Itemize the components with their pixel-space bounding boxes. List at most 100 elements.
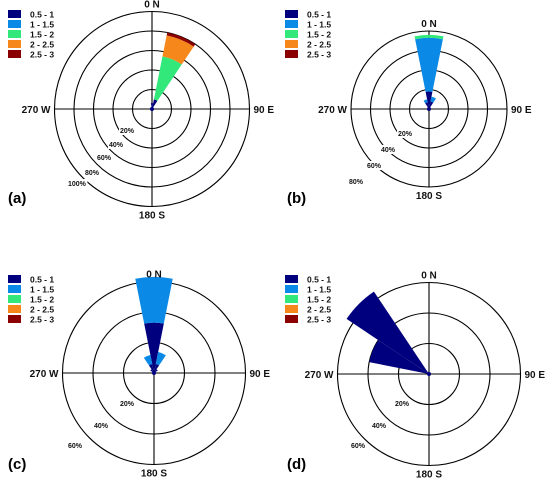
sector-337.5-class-2: [423, 99, 428, 104]
legend-label-5: 2.5 - 3: [307, 315, 331, 325]
legend-swatch-4: [8, 40, 21, 48]
center-dot: [427, 107, 431, 111]
ring-label-bg: [84, 168, 100, 177]
sector-0-class-1: [150, 103, 154, 109]
legend-label-4: 2 - 2.5: [307, 305, 331, 315]
direction-label-east: 90 E: [250, 369, 271, 380]
sector-22.5-class-1: [429, 101, 434, 109]
ring-label-bg: [348, 177, 364, 186]
sector-22.5-class-1: [152, 99, 158, 109]
legend-swatch-4: [285, 305, 298, 313]
ring-label-3: 60%: [97, 155, 112, 162]
legend-swatch-3: [8, 30, 21, 38]
ring-label-bg: [366, 161, 382, 170]
legend-swatch-4: [8, 305, 21, 313]
ring-label-bg: [119, 399, 135, 408]
sector-337.5-class-2: [143, 355, 153, 366]
legend-label-5: 2.5 - 3: [30, 315, 54, 325]
direction-label-north: 0 N: [146, 270, 162, 281]
legend-swatch-2: [8, 20, 21, 28]
ring-label-bg: [380, 145, 396, 154]
legend-label-5: 2.5 - 3: [30, 50, 54, 60]
center-dot: [150, 107, 154, 111]
legend-label-4: 2 - 2.5: [30, 305, 54, 315]
ring-label-bg: [67, 441, 83, 450]
legend: 0.5 - 11 - 1.51.5 - 22 - 2.52.5 - 3: [285, 10, 331, 60]
legend-label-4: 2 - 2.5: [307, 40, 331, 50]
ring-label-3: 60%: [68, 443, 83, 450]
sector-337.5-class-1: [148, 364, 154, 373]
legend-swatch-3: [8, 295, 21, 303]
panel-label: (b): [287, 190, 306, 207]
ring-label-1: 20%: [395, 401, 410, 408]
legend: 0.5 - 11 - 1.51.5 - 22 - 2.52.5 - 3: [8, 10, 54, 60]
sector-22.5-class-2: [155, 352, 166, 366]
legend-swatch-5: [285, 50, 298, 58]
ring-label-3: 60%: [367, 163, 382, 170]
legend-label-2: 1 - 1.5: [30, 20, 54, 30]
windrose-panel-1: 0 N 90 E 180 S 270 W 20% 40% 60% 80% 100% 0.5 - 1…: [8, 0, 274, 222]
legend-label-1: 0.5 - 1: [307, 10, 331, 20]
sector-292.5-class-1: [369, 340, 429, 374]
center-dot: [427, 372, 431, 376]
legend-swatch-2: [8, 285, 21, 293]
direction-label-north: 0 N: [421, 19, 437, 30]
ring-label-bg: [394, 399, 410, 408]
legend-label-5: 2.5 - 3: [307, 50, 331, 60]
ring-label-4: 80%: [349, 179, 364, 186]
ring-label-2: 40%: [372, 423, 387, 430]
ring-label-2: 40%: [94, 423, 109, 430]
legend-label-4: 2 - 2.5: [30, 40, 54, 50]
direction-label-south: 180 S: [416, 470, 442, 481]
panel-label: (d): [287, 456, 306, 473]
direction-label-south: 180 S: [416, 191, 442, 202]
legend-label-2: 1 - 1.5: [307, 20, 331, 30]
legend-label-3: 1.5 - 2: [30, 295, 54, 305]
legend-swatch-2: [285, 20, 298, 28]
ring-label-1: 20%: [120, 128, 135, 135]
legend-label-3: 1.5 - 2: [30, 30, 54, 40]
ring-label-bg: [350, 441, 366, 450]
direction-label-east: 90 E: [525, 370, 546, 381]
sector-22.5-class-1: [154, 364, 160, 373]
legend-label-2: 1 - 1.5: [307, 285, 331, 295]
ring-label-bg: [371, 421, 387, 430]
windrose-panel-4: 0 N 90 E 180 S 270 W 20% 40% 60% 0.5 - 11 - 1.5…: [285, 271, 545, 481]
sector-0-class-1: [425, 91, 433, 109]
sector-315-class-1: [346, 291, 429, 374]
direction-label-north: 0 N: [144, 0, 160, 11]
legend-swatch-5: [285, 315, 298, 323]
direction-label-west: 270 W: [30, 369, 59, 380]
ring-label-bg: [119, 126, 135, 135]
sector-0-class-3: [414, 34, 444, 40]
direction-label-south: 180 S: [141, 469, 167, 480]
ring-label-bg: [108, 140, 124, 149]
windrose-panel-3: 0 N 90 E 180 S 270 W 20% 40% 60% 0.5 - 11 - 1.5…: [8, 270, 270, 480]
sector-0-class-2: [415, 37, 443, 92]
legend-swatch-3: [285, 295, 298, 303]
ring-label-4: 80%: [85, 170, 100, 177]
legend-label-1: 0.5 - 1: [30, 10, 54, 20]
sector-22.5-class-5: [166, 32, 196, 47]
sector-0-class-2: [135, 276, 173, 324]
panel-label: (c): [8, 456, 26, 473]
legend-swatch-5: [8, 50, 21, 58]
ring-label-bg: [397, 129, 413, 138]
legend-swatch-1: [8, 275, 21, 283]
direction-label-north: 0 N: [421, 271, 437, 282]
ring-label-2: 40%: [109, 142, 124, 149]
legend-swatch-1: [285, 275, 298, 283]
legend-swatch-2: [285, 285, 298, 293]
ring-label-1: 20%: [398, 131, 413, 138]
ring-label-1: 20%: [120, 401, 135, 408]
legend: 0.5 - 11 - 1.51.5 - 22 - 2.52.5 - 3: [285, 275, 331, 325]
sector-22.5-class-3: [153, 56, 182, 101]
panel-label: (a): [8, 190, 26, 207]
center-dot: [152, 371, 156, 375]
sector-22.5-class-4: [162, 35, 194, 65]
ring-label-2: 40%: [381, 147, 396, 154]
direction-label-west: 270 W: [305, 370, 334, 381]
legend-label-3: 1.5 - 2: [307, 295, 331, 305]
direction-label-south: 180 S: [139, 211, 165, 222]
